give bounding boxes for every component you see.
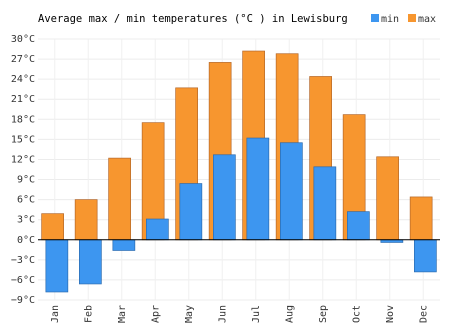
- y-tick-label: 6°C: [17, 195, 35, 206]
- y-tick-label: 27°C: [11, 54, 35, 65]
- bar: [108, 157, 132, 241]
- chart-title: Average max / min temperatures (°C ) in …: [38, 13, 348, 25]
- x-tick-label: Jun: [217, 305, 228, 323]
- x-tick-label: Nov: [385, 305, 396, 323]
- y-tick-label: 21°C: [11, 94, 35, 105]
- x-tick-label: Feb: [83, 305, 94, 323]
- bar: [41, 213, 65, 241]
- y-tick-label: 3°C: [17, 215, 35, 226]
- bar: [246, 137, 270, 241]
- bar: [78, 239, 102, 285]
- legend-swatch: [408, 14, 416, 22]
- legend-label: min: [381, 14, 399, 25]
- x-tick-label: Mar: [117, 305, 128, 323]
- x-tick-label: Dec: [418, 305, 429, 323]
- y-tick-label: 12°C: [11, 154, 35, 165]
- y-tick-label: 24°C: [11, 74, 35, 85]
- y-tick-label: 18°C: [11, 114, 35, 125]
- y-tick-label: −9°C: [11, 295, 35, 306]
- y-tick-label: −3°C: [11, 255, 35, 266]
- bar: [74, 199, 98, 241]
- bar: [146, 218, 169, 241]
- y-tick-label: 15°C: [11, 134, 35, 145]
- bar: [409, 196, 433, 241]
- bar: [376, 156, 399, 241]
- bar: [313, 166, 337, 241]
- x-tick-label: May: [184, 305, 195, 323]
- bar: [179, 183, 203, 241]
- legend-label: max: [418, 14, 436, 25]
- y-tick-label: 30°C: [11, 34, 35, 45]
- legend-swatch: [371, 14, 379, 22]
- y-tick-label: 0°C: [17, 235, 35, 246]
- y-tick-label: 9°C: [17, 175, 35, 186]
- x-tick-label: Oct: [351, 305, 362, 323]
- bar: [347, 211, 370, 241]
- x-tick-label: Jan: [50, 305, 61, 323]
- x-tick-label: Aug: [284, 305, 295, 323]
- bar: [280, 142, 303, 241]
- y-tick-label: −6°C: [11, 275, 35, 286]
- bar: [414, 239, 437, 273]
- x-tick-label: Apr: [150, 305, 161, 323]
- x-tick-label: Sep: [318, 305, 329, 323]
- bar: [45, 239, 69, 293]
- bar: [112, 239, 136, 251]
- bar: [213, 154, 236, 241]
- x-tick-label: Jul: [251, 305, 262, 323]
